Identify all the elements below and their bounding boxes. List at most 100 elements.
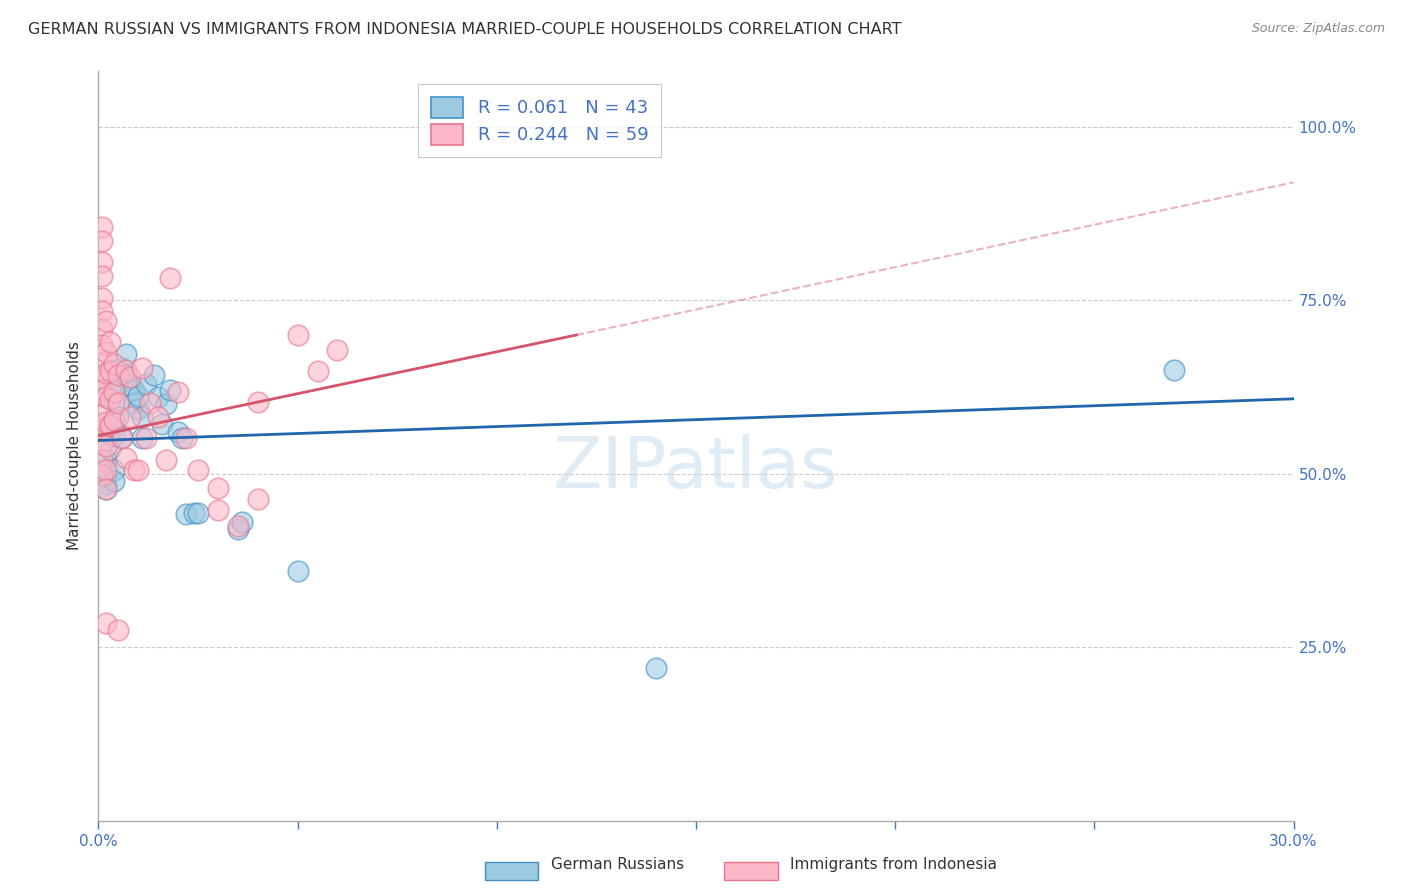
Point bbox=[135, 376, 157, 391]
Point bbox=[645, 661, 668, 675]
Point bbox=[135, 431, 157, 445]
Point bbox=[155, 397, 177, 411]
Point bbox=[148, 391, 170, 405]
Point bbox=[326, 343, 349, 358]
Point bbox=[131, 431, 153, 445]
Point bbox=[107, 368, 129, 383]
Point bbox=[91, 371, 114, 385]
Point bbox=[91, 468, 114, 483]
Point bbox=[107, 623, 129, 637]
Point bbox=[124, 384, 146, 398]
Point bbox=[96, 415, 118, 429]
Point bbox=[1163, 362, 1185, 376]
Point bbox=[127, 463, 149, 477]
Point bbox=[98, 392, 122, 406]
Point bbox=[167, 384, 190, 399]
Point bbox=[111, 361, 134, 376]
Point bbox=[187, 506, 209, 520]
Point bbox=[96, 366, 118, 380]
Point bbox=[91, 338, 114, 352]
Point bbox=[103, 474, 125, 488]
Point bbox=[115, 362, 138, 376]
Text: German Russians: German Russians bbox=[551, 857, 685, 872]
Point bbox=[115, 347, 138, 361]
Point bbox=[172, 431, 194, 445]
Point bbox=[103, 384, 125, 399]
Point bbox=[287, 328, 309, 343]
Point bbox=[226, 518, 249, 533]
Point bbox=[91, 268, 114, 283]
Point bbox=[155, 453, 177, 467]
Point bbox=[107, 396, 129, 410]
Text: ZIPatlas: ZIPatlas bbox=[553, 434, 839, 503]
Point bbox=[98, 334, 122, 349]
Point bbox=[96, 615, 118, 630]
Point bbox=[159, 384, 181, 398]
Point bbox=[111, 430, 134, 444]
Point bbox=[96, 463, 118, 477]
Point bbox=[120, 409, 142, 424]
Point bbox=[111, 431, 134, 445]
Text: Source: ZipAtlas.com: Source: ZipAtlas.com bbox=[1251, 22, 1385, 36]
Point bbox=[91, 408, 114, 422]
Point bbox=[143, 368, 166, 382]
Point bbox=[91, 235, 114, 249]
Point bbox=[115, 451, 138, 466]
Point bbox=[96, 482, 118, 496]
Point bbox=[96, 467, 118, 481]
Point bbox=[174, 431, 197, 445]
Point bbox=[246, 395, 269, 409]
Point bbox=[98, 384, 122, 398]
Point bbox=[91, 291, 114, 305]
Point bbox=[103, 412, 125, 426]
Point bbox=[96, 439, 118, 453]
Point bbox=[139, 396, 162, 410]
Point bbox=[207, 481, 229, 495]
Point bbox=[207, 503, 229, 517]
Point bbox=[148, 409, 170, 424]
Point bbox=[91, 356, 114, 370]
Point bbox=[287, 564, 309, 578]
Y-axis label: Married-couple Households: Married-couple Households bbox=[67, 342, 83, 550]
Point bbox=[246, 492, 269, 507]
Point bbox=[98, 364, 122, 378]
Point bbox=[98, 425, 122, 439]
Point bbox=[307, 364, 329, 378]
Text: GERMAN RUSSIAN VS IMMIGRANTS FROM INDONESIA MARRIED-COUPLE HOUSEHOLDS CORRELATIO: GERMAN RUSSIAN VS IMMIGRANTS FROM INDONE… bbox=[28, 22, 901, 37]
Point bbox=[131, 409, 153, 424]
Point bbox=[131, 361, 153, 376]
Point bbox=[124, 396, 146, 410]
Point bbox=[120, 378, 142, 392]
Point bbox=[127, 389, 149, 403]
Point bbox=[96, 391, 118, 405]
Point bbox=[96, 482, 118, 496]
Point bbox=[91, 255, 114, 269]
Point bbox=[103, 357, 125, 371]
Point bbox=[115, 368, 138, 382]
Point bbox=[91, 470, 114, 484]
Point bbox=[107, 376, 129, 391]
Point bbox=[120, 369, 142, 384]
Point bbox=[103, 428, 125, 442]
Point bbox=[98, 442, 122, 457]
Point bbox=[96, 314, 118, 328]
Point bbox=[127, 402, 149, 417]
Point bbox=[187, 463, 209, 477]
Point bbox=[91, 453, 114, 467]
Point bbox=[226, 522, 249, 536]
Point bbox=[167, 425, 190, 439]
Point bbox=[91, 463, 114, 477]
Point bbox=[96, 345, 118, 359]
Point bbox=[98, 418, 122, 433]
Point bbox=[183, 506, 205, 520]
Legend: R = 0.061   N = 43, R = 0.244   N = 59: R = 0.061 N = 43, R = 0.244 N = 59 bbox=[418, 84, 661, 158]
Point bbox=[91, 220, 114, 235]
Point bbox=[98, 364, 122, 378]
Point bbox=[174, 507, 197, 521]
Point bbox=[96, 453, 118, 467]
Point bbox=[91, 322, 114, 336]
Point bbox=[96, 477, 118, 491]
Point bbox=[91, 422, 114, 436]
Point bbox=[91, 384, 114, 398]
Point bbox=[103, 463, 125, 477]
